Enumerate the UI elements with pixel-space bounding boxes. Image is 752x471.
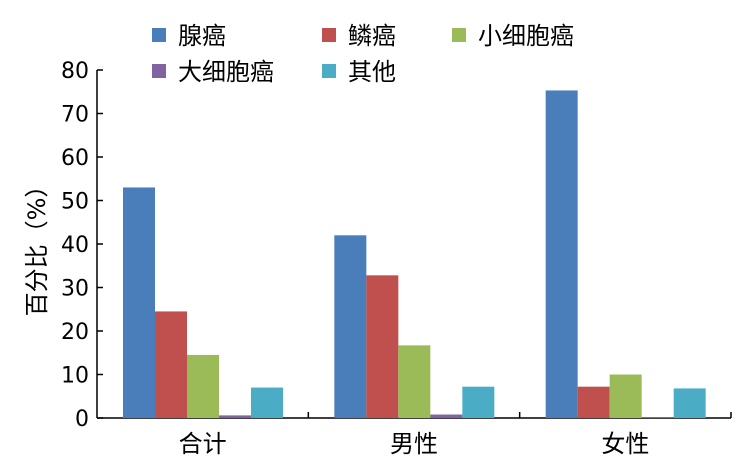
bar-其他-女性 — [673, 388, 706, 418]
bar-鳞癌-女性 — [577, 386, 610, 418]
legend-label: 小细胞癌 — [478, 22, 574, 50]
y-tick-label: 40 — [61, 233, 89, 258]
y-tick-label: 0 — [75, 407, 89, 432]
legend-swatch-鳞癌 — [322, 28, 336, 42]
y-tick-label: 50 — [61, 190, 89, 215]
bar-其他-合计 — [251, 387, 283, 418]
y-tick-label: 30 — [61, 277, 89, 302]
legend-swatch-小细胞癌 — [452, 28, 466, 42]
y-tick-label: 10 — [61, 364, 89, 389]
bar-大细胞癌-男性 — [430, 414, 463, 418]
x-category-label: 女性 — [601, 430, 649, 458]
y-axis-label: 百分比（%） — [23, 174, 51, 317]
bar-腺癌-合计 — [123, 187, 155, 418]
y-tick-label: 70 — [61, 103, 89, 128]
watermark-text: K逊生物 — [650, 428, 730, 453]
bar-大细胞癌-女性 — [641, 417, 674, 418]
bar-小细胞癌-合计 — [187, 354, 219, 418]
legend-label: 腺癌 — [178, 22, 226, 50]
bar-腺癌-男性 — [334, 235, 367, 418]
bar-鳞癌-男性 — [366, 275, 399, 418]
axes: 0 10 20 30 40 50 60 70 80 合计 男性 女性 — [61, 59, 732, 458]
x-category-label: 男性 — [390, 430, 438, 458]
y-tick-label: 20 — [61, 320, 89, 345]
bar-其他-男性 — [462, 386, 495, 418]
y-tick-label: 60 — [61, 146, 89, 171]
legend-label: 鳞癌 — [348, 22, 396, 50]
bar-腺癌-女性 — [545, 90, 578, 418]
bar-鳞癌-合计 — [155, 311, 187, 418]
legend-swatch-大细胞癌 — [152, 64, 166, 78]
legend-label: 其他 — [348, 58, 396, 86]
legend-swatch-腺癌 — [152, 28, 166, 42]
bars — [123, 90, 706, 418]
legend-swatch-其他 — [322, 64, 336, 78]
y-tick-label: 80 — [61, 59, 89, 84]
bar-大细胞癌-合计 — [219, 415, 251, 418]
legend-label: 大细胞癌 — [178, 58, 274, 86]
bar-小细胞癌-男性 — [398, 345, 431, 418]
x-category-label: 合计 — [179, 430, 227, 458]
bar-小细胞癌-女性 — [609, 374, 642, 418]
